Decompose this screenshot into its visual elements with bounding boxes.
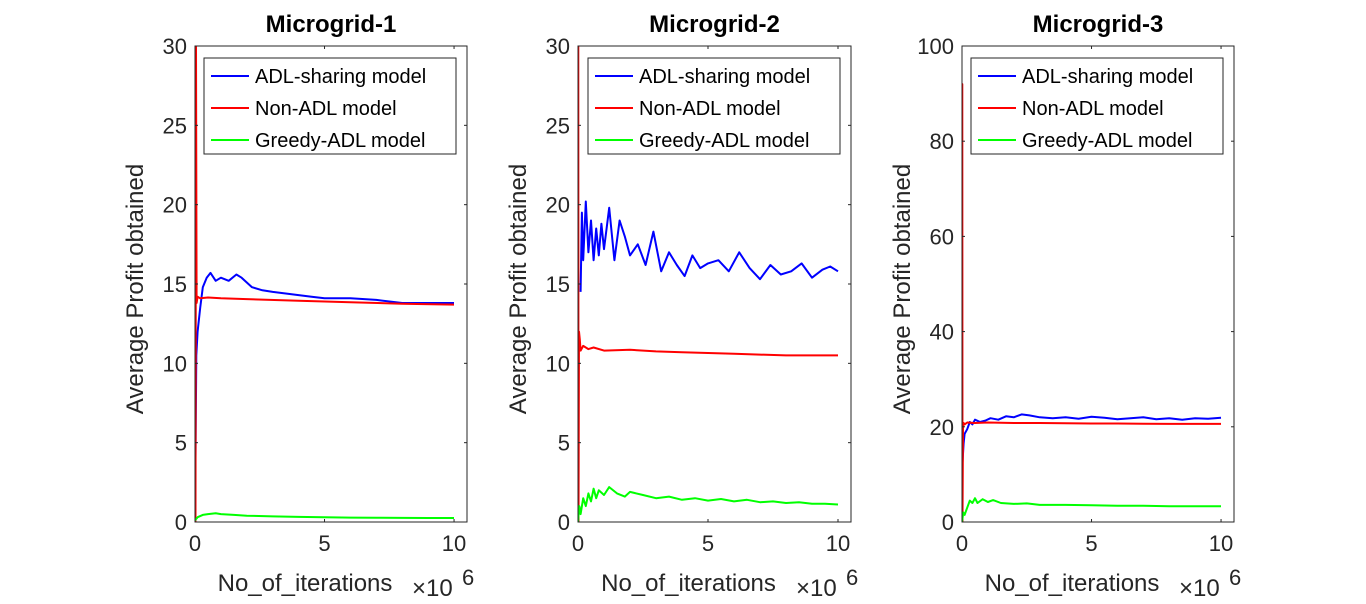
chart-panel-2: 0 5 10 15 20 25 30 0 5 10 Microgrid-2 No_of_iterati… <box>505 11 858 602</box>
x-tick-label: 10 <box>826 531 850 556</box>
legend: ADL-sharing model Non-ADL model Greedy-ADL… <box>587 57 841 155</box>
y-tick-label: 100 <box>917 34 954 59</box>
axes-frame <box>961 45 1235 523</box>
y-tick-label: 5 <box>175 431 187 456</box>
y-tick-label: 5 <box>558 431 570 456</box>
y-tick-label: 80 <box>930 129 954 154</box>
y-tick-label: 0 <box>175 510 187 535</box>
series-line-greedy-adl-model <box>962 497 1221 522</box>
series-line-greedy-adl-model <box>578 486 839 522</box>
y-tick-label: 10 <box>163 351 187 376</box>
chart-title: Microgrid-1 <box>266 11 397 38</box>
y-tick-label: 20 <box>930 415 954 440</box>
x-tick-label: 5 <box>702 531 714 556</box>
x-exponent-power: 6 <box>462 565 474 590</box>
legend-entry: Greedy-ADL model <box>255 130 425 152</box>
x-tick-label: 0 <box>956 531 968 556</box>
legend: ADL-sharing model Non-ADL model Greedy-ADL… <box>970 57 1224 155</box>
legend-entry: Greedy-ADL model <box>1022 130 1192 152</box>
y-tick-label: 25 <box>546 113 570 138</box>
chart-panel-3: 0 20 40 60 80 100 0 5 10 Microgrid-3 No_of_iterati… <box>889 11 1241 602</box>
x-exponent-power: 6 <box>846 565 858 590</box>
x-tick-label: 0 <box>189 531 201 556</box>
series-line-non-adl-model <box>962 83 1221 522</box>
x-tick-label: 0 <box>572 531 584 556</box>
y-axis-label: Average Profit obtained <box>505 164 532 414</box>
x-exponent-label: ×10 <box>1179 575 1220 602</box>
y-tick-label: 30 <box>163 34 187 59</box>
x-tick-label: 5 <box>318 531 330 556</box>
legend-entry: ADL-sharing model <box>255 66 426 88</box>
legend-entry: Greedy-ADL model <box>639 130 809 152</box>
y-tick-label: 20 <box>163 193 187 218</box>
legend-entry: Non-ADL model <box>255 98 397 120</box>
y-tick-label: 40 <box>930 320 954 345</box>
y-tick-label: 0 <box>558 510 570 535</box>
legend-box <box>203 57 457 155</box>
y-tick-label: 25 <box>163 113 187 138</box>
x-tick-label: 10 <box>442 531 466 556</box>
series-line-greedy-adl-model <box>195 512 454 522</box>
series-group <box>962 83 1222 522</box>
legend: ADL-sharing model Non-ADL model Greedy-ADL… <box>203 57 457 155</box>
x-tick-label: 5 <box>1085 531 1097 556</box>
chart-title: Microgrid-3 <box>1033 11 1164 38</box>
series-group <box>578 46 839 522</box>
y-tick-label: 10 <box>546 351 570 376</box>
x-axis-label: No_of_iterations <box>985 570 1160 597</box>
y-tick-label: 0 <box>942 510 954 535</box>
series-line-adl-sharing-model <box>195 271 454 522</box>
y-tick-label: 30 <box>546 34 570 59</box>
y-axis-label: Average Profit obtained <box>889 164 916 414</box>
series-line-adl-sharing-model <box>579 200 839 292</box>
x-exponent-label: ×10 <box>412 575 453 602</box>
legend-box <box>587 57 841 155</box>
chart-title: Microgrid-2 <box>649 11 780 38</box>
legend-entry: Non-ADL model <box>1022 98 1164 120</box>
y-tick-label: 15 <box>546 272 570 297</box>
x-exponent-power: 6 <box>1229 565 1241 590</box>
y-tick-label: 60 <box>930 224 954 249</box>
x-exponent-label: ×10 <box>796 575 837 602</box>
y-tick-label: 20 <box>546 193 570 218</box>
y-tick-label: 15 <box>163 272 187 297</box>
chart-panel-1: 0 5 10 15 20 25 30 0 5 10 Microgrid-1 No_of_iterati… <box>122 11 474 602</box>
legend-box <box>970 57 1224 155</box>
legend-entry: ADL-sharing model <box>1022 66 1193 88</box>
x-tick-label: 10 <box>1209 531 1233 556</box>
legend-entry: ADL-sharing model <box>639 66 810 88</box>
x-axis-label: No_of_iterations <box>601 570 776 597</box>
legend-entry: Non-ADL model <box>639 98 781 120</box>
series-line-adl-sharing-model <box>962 413 1222 463</box>
series-line-non-adl-model <box>578 46 838 522</box>
y-axis-label: Average Profit obtained <box>122 164 149 414</box>
x-axis-label: No_of_iterations <box>218 570 393 597</box>
